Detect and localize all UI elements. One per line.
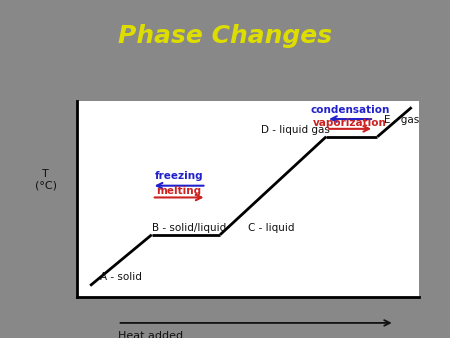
Text: E - gas: E - gas <box>384 115 419 125</box>
Text: Heat added: Heat added <box>117 331 183 338</box>
Text: melting: melting <box>157 187 202 196</box>
Text: B - solid/liquid: B - solid/liquid <box>152 223 226 233</box>
Text: D - liquid gas: D - liquid gas <box>261 125 330 135</box>
Text: C - liquid: C - liquid <box>248 223 294 233</box>
Text: A - solid: A - solid <box>100 272 142 282</box>
Text: freezing: freezing <box>155 171 203 181</box>
Text: vaporization: vaporization <box>313 118 387 128</box>
Text: condensation: condensation <box>310 105 390 115</box>
Text: T
(°C): T (°C) <box>35 169 57 191</box>
Text: Phase Changes: Phase Changes <box>118 24 332 48</box>
